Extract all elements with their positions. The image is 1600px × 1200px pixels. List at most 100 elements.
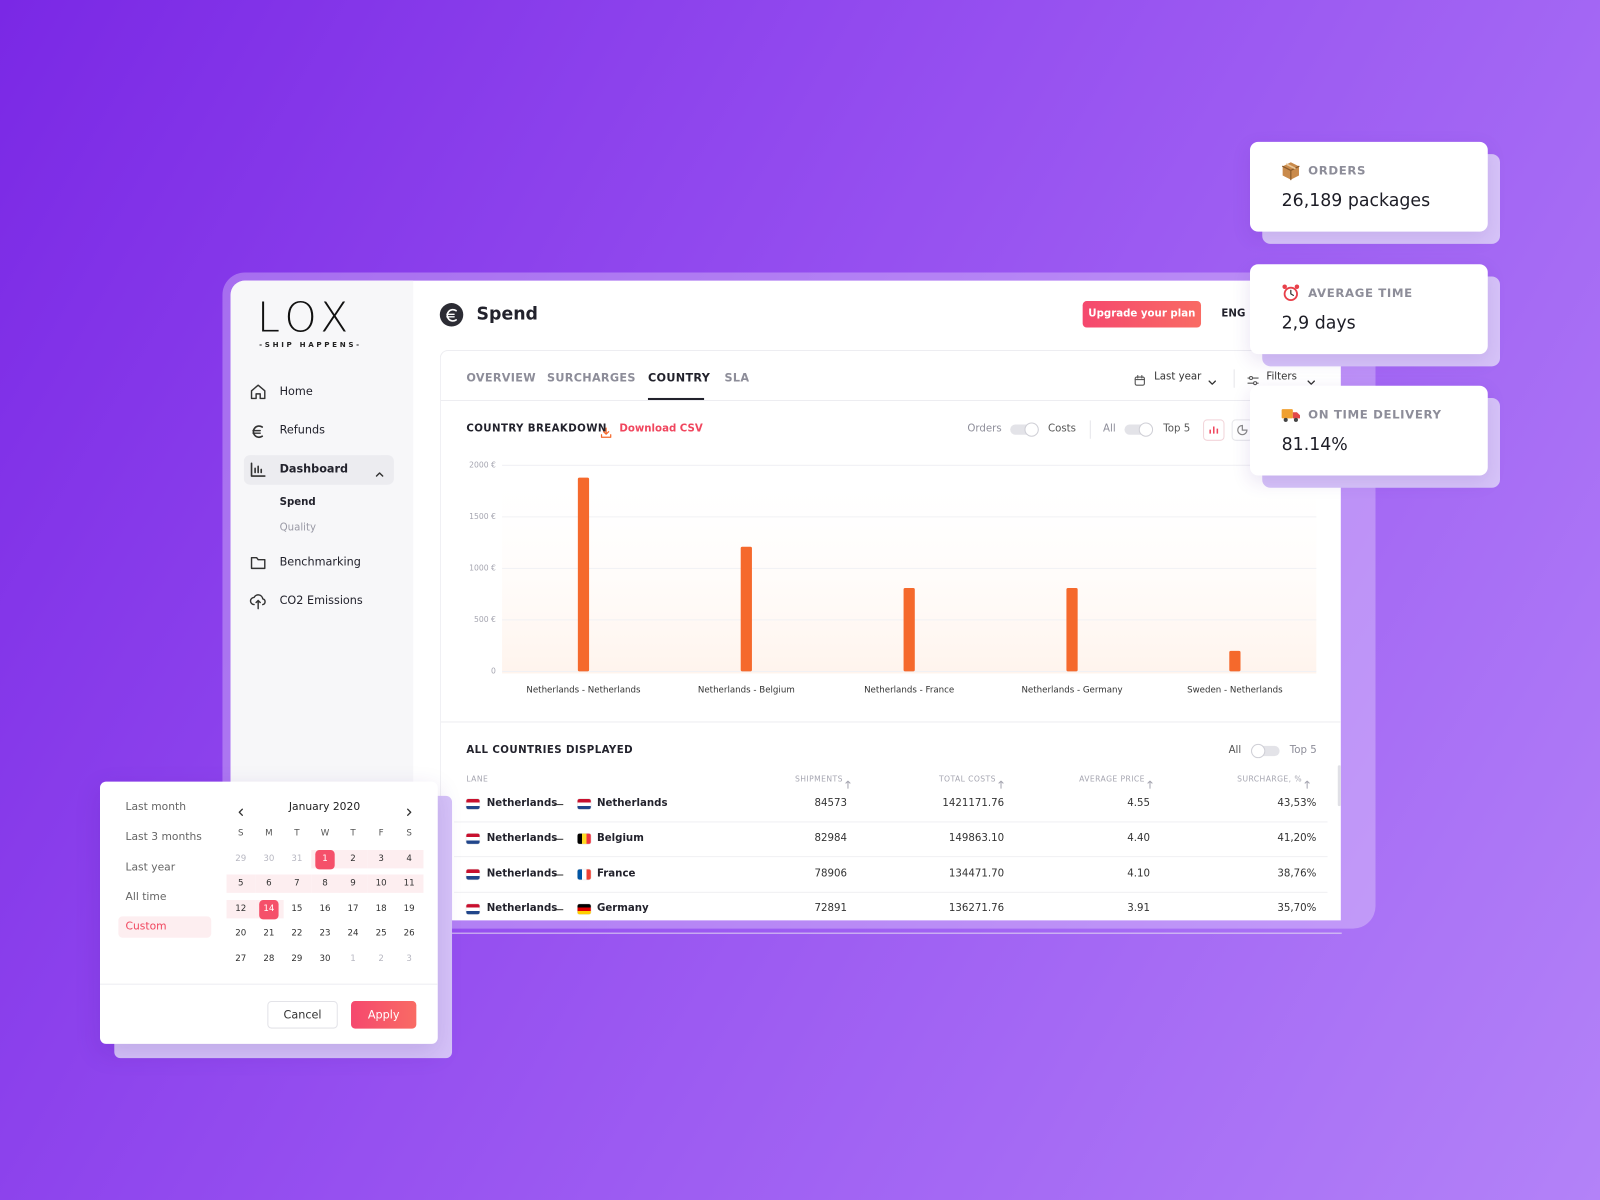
day[interactable]: 3 <box>378 854 384 865</box>
day[interactable]: 26 <box>403 928 415 939</box>
cancel-button[interactable] <box>267 1001 338 1029</box>
lane-origin: Netherlands <box>486 797 558 810</box>
stat-icon <box>1281 160 1301 181</box>
day[interactable]: 27 <box>235 954 247 965</box>
day[interactable]: 15 <box>291 904 303 915</box>
weekday: T <box>294 828 300 839</box>
day[interactable]: 6 <box>266 878 272 889</box>
subnav-item[interactable]: Quality <box>279 522 317 534</box>
day[interactable]: 19 <box>403 904 415 915</box>
download-csv[interactable]: Download CSV <box>619 423 703 435</box>
day[interactable]: 14 <box>263 904 275 915</box>
filters-button[interactable]: Filters <box>1266 371 1297 383</box>
stat-icon-glyph <box>1282 162 1300 181</box>
apply-button[interactable] <box>351 1001 417 1029</box>
row-divider <box>454 821 1328 823</box>
chart-type-button[interactable] <box>1203 419 1225 441</box>
period-filter[interactable]: Last year <box>1154 371 1202 383</box>
range-bg <box>366 874 396 893</box>
tab[interactable]: COUNTRY <box>647 371 711 385</box>
day[interactable]: 10 <box>375 878 387 889</box>
weekday: S <box>406 828 412 839</box>
cancel-label[interactable]: Cancel <box>283 1007 322 1021</box>
day[interactable]: 31 <box>291 854 303 865</box>
nav-item[interactable]: Dashboard <box>279 462 349 476</box>
day[interactable]: 22 <box>291 928 303 939</box>
nav-item[interactable]: Home <box>279 384 313 398</box>
day[interactable]: 12 <box>235 904 247 915</box>
day[interactable]: 8 <box>322 878 328 889</box>
day[interactable]: 24 <box>347 928 359 939</box>
range-bg <box>226 874 256 893</box>
day[interactable]: 29 <box>291 954 303 965</box>
table-cell: 4.40 <box>1127 832 1150 844</box>
nav-item[interactable]: CO2 Emissions <box>279 593 363 608</box>
sort-arrow-glyph <box>1147 780 1153 789</box>
column-header[interactable]: SURCHARGE, % <box>1237 774 1303 784</box>
day[interactable]: 1 <box>350 954 356 965</box>
day[interactable]: 5 <box>238 878 244 889</box>
chevron-up <box>374 464 384 477</box>
day[interactable]: 30 <box>319 954 331 965</box>
prev-month-glyph <box>238 808 244 816</box>
preset[interactable]: Custom <box>125 920 167 933</box>
day[interactable]: 11 <box>403 878 415 889</box>
preset[interactable]: Last 3 months <box>125 830 202 843</box>
column-header[interactable]: SHIPMENTS <box>794 774 843 784</box>
lane-destination: Belgium <box>596 832 644 844</box>
flag <box>466 798 480 810</box>
day[interactable]: 30 <box>263 854 275 865</box>
toggle-label: All <box>1103 423 1116 435</box>
day[interactable]: 7 <box>294 878 300 889</box>
nav-icon-glyph <box>250 462 266 477</box>
nav-item[interactable]: Benchmarking <box>279 555 361 569</box>
upgrade-button[interactable] <box>1082 301 1202 328</box>
day[interactable]: 20 <box>235 928 247 939</box>
day[interactable]: 9 <box>350 878 356 889</box>
preset[interactable]: Last month <box>125 801 187 814</box>
subnav-item[interactable]: Spend <box>279 496 316 509</box>
day[interactable]: 2 <box>378 954 384 965</box>
stat-icon <box>1281 404 1301 424</box>
table-cell: 38,76% <box>1277 868 1317 880</box>
table-title: ALL COUNTRIES DISPLAYED <box>466 744 634 757</box>
tab[interactable]: SLA <box>724 371 750 385</box>
day[interactable]: 16 <box>319 904 331 915</box>
toggle-label: Costs <box>1047 423 1076 435</box>
upgrade-label[interactable]: Upgrade your plan <box>1088 308 1196 320</box>
preset[interactable]: Last year <box>125 861 176 874</box>
nav-item[interactable]: Refunds <box>279 423 325 437</box>
toggle[interactable] <box>1251 745 1280 757</box>
day[interactable]: 29 <box>235 854 247 865</box>
bar <box>740 546 752 672</box>
day[interactable]: 4 <box>406 854 412 865</box>
language[interactable]: ENG <box>1221 308 1246 320</box>
table-cell: 136271.76 <box>948 903 1005 915</box>
tab[interactable]: OVERVIEW <box>466 371 536 385</box>
day[interactable]: 28 <box>263 954 275 965</box>
day[interactable]: 25 <box>375 928 387 939</box>
next-month <box>404 802 414 816</box>
day[interactable]: 23 <box>319 928 331 939</box>
day[interactable]: 17 <box>347 904 359 915</box>
nav-icon-glyph <box>249 594 266 610</box>
day[interactable]: 1 <box>322 854 328 865</box>
toggle-knob <box>1251 743 1266 759</box>
toggle[interactable] <box>1124 424 1154 435</box>
column-header[interactable]: TOTAL COSTS <box>938 774 996 784</box>
preset[interactable]: All time <box>125 890 167 904</box>
lane-destination: France <box>596 868 636 880</box>
nav-icon-glyph <box>250 384 266 400</box>
weekday: M <box>265 828 273 839</box>
day[interactable]: 21 <box>263 928 275 939</box>
day[interactable]: 2 <box>350 854 356 865</box>
day[interactable]: 3 <box>406 954 412 965</box>
toggle-label: All <box>1228 744 1242 757</box>
column-header[interactable]: AVERAGE PRICE <box>1079 774 1145 784</box>
table-cell: 84573 <box>814 797 847 810</box>
day[interactable]: 18 <box>375 904 387 915</box>
tab[interactable]: SURCHARGES <box>546 371 636 385</box>
stat-card <box>1249 141 1488 232</box>
flag <box>577 869 591 880</box>
apply-label[interactable]: Apply <box>367 1007 400 1021</box>
